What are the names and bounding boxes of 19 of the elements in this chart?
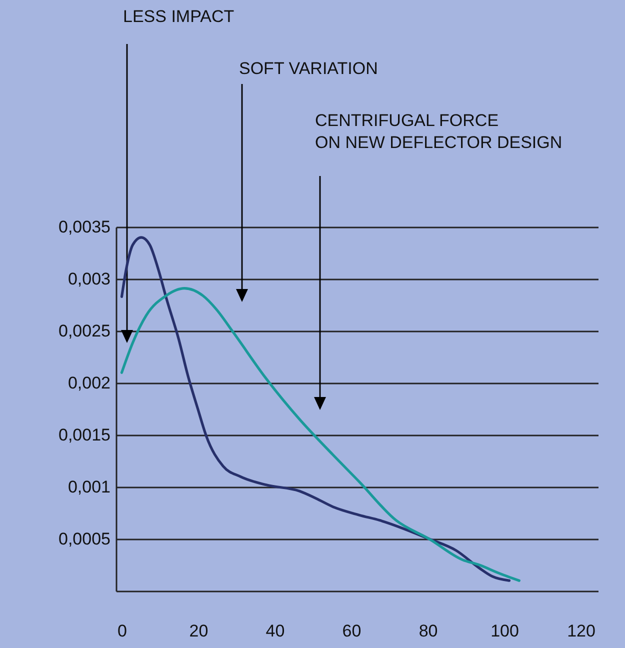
x-tick-label: 40: [266, 622, 285, 640]
x-tick-label: 100: [490, 622, 519, 640]
y-tick-label: 0,003: [68, 270, 110, 288]
text: CENTRIFUGAL FORCE ON NEW DEFLECTOR DESIGN: [315, 111, 562, 152]
text: SOFT VARIATION: [239, 59, 378, 78]
x-tick-label: 120: [567, 622, 596, 640]
y-tick-label: 0,0015: [58, 426, 110, 444]
x-tick-label: 0: [118, 622, 127, 640]
y-tick-label: 0,002: [68, 374, 110, 392]
line-series: [120, 236, 511, 582]
x-tick-label: 60: [342, 622, 362, 640]
line-series: [120, 287, 520, 582]
y-tick-label: 0,0005: [58, 530, 110, 548]
x-tick-label: 80: [418, 622, 438, 640]
y-tick-label: 0,0025: [58, 322, 110, 340]
y-tick-label: 0,0035: [58, 218, 110, 236]
x-tick-label: 20: [189, 622, 208, 640]
text: LESS IMPACT: [123, 7, 234, 26]
y-tick-label: 0,001: [68, 478, 110, 496]
